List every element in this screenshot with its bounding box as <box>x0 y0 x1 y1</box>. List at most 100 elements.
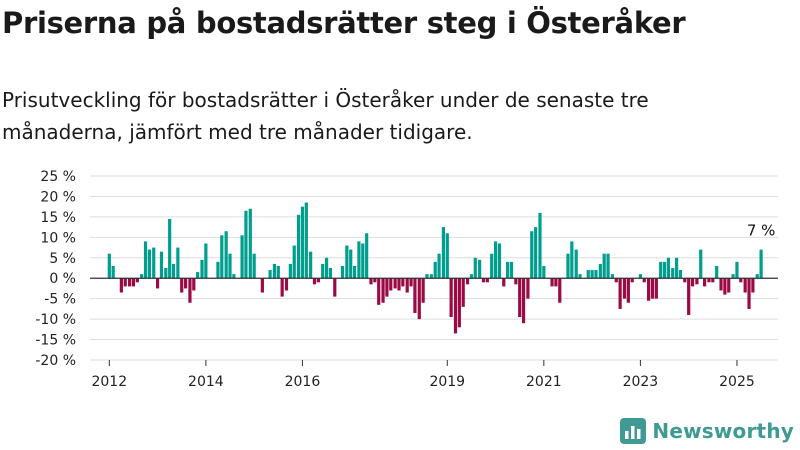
bar <box>574 249 578 279</box>
bar <box>127 278 132 287</box>
bar <box>659 261 663 279</box>
bar <box>578 274 582 279</box>
bar <box>695 278 699 285</box>
bar <box>220 235 224 279</box>
bar <box>244 210 248 279</box>
bar <box>164 268 168 279</box>
bar <box>478 259 482 279</box>
bar <box>606 253 610 279</box>
bar <box>502 278 506 287</box>
bar <box>647 278 651 301</box>
bar <box>671 268 675 279</box>
bar <box>224 231 228 279</box>
bar <box>715 265 719 279</box>
bar <box>618 278 622 309</box>
page-subtitle: Prisutveckling för bostadsrätter i Öster… <box>2 88 649 144</box>
bar <box>526 278 530 299</box>
bar <box>590 270 594 279</box>
price-change-chart: 25 % 20 % 15 % 10 % 5 % 0 % -5 % -10 % -15 % -20 … <box>35 169 778 390</box>
bar <box>473 257 477 279</box>
bar <box>534 227 538 279</box>
bar <box>586 270 590 279</box>
bar <box>135 278 139 283</box>
bar <box>171 263 176 279</box>
y-axis: 25 % 20 % 15 % 10 % 5 % 0 % -5 % -10 % -15 % -20 … <box>35 169 76 369</box>
latest-value-label: 7 % <box>747 222 776 240</box>
bar <box>280 278 284 297</box>
bar <box>321 263 325 279</box>
bar <box>123 278 127 287</box>
bar <box>626 278 630 303</box>
bar <box>719 278 723 291</box>
bar <box>506 261 510 279</box>
bar <box>678 270 683 279</box>
newsworthy-logo: Newsworthy <box>620 418 794 444</box>
bar <box>638 274 642 279</box>
x-tick-label: 2021 <box>526 374 562 390</box>
bar <box>296 214 301 279</box>
bar <box>755 274 759 279</box>
bar <box>228 253 232 279</box>
bar <box>594 270 598 279</box>
bar <box>453 278 458 334</box>
bar <box>751 278 755 293</box>
bar <box>550 278 554 287</box>
y-tick-label: -5 % <box>44 292 76 308</box>
bar <box>393 278 397 289</box>
bar <box>184 278 188 289</box>
bar <box>309 251 313 279</box>
bar <box>441 227 446 279</box>
x-tick-label: 2016 <box>285 374 321 390</box>
bar <box>349 249 353 279</box>
newsworthy-logo-icon <box>620 418 647 444</box>
bar <box>654 278 658 299</box>
bar <box>690 278 695 287</box>
bar <box>369 278 373 285</box>
brand-name: Newsworthy <box>652 419 794 443</box>
bar <box>566 253 570 279</box>
bar <box>159 251 164 279</box>
bar <box>425 274 429 279</box>
y-tick-label: 5 % <box>49 251 76 267</box>
bar <box>675 257 679 279</box>
bar <box>405 278 409 293</box>
bar <box>417 278 421 320</box>
bar <box>232 274 236 279</box>
bar <box>542 265 546 279</box>
bar <box>622 278 627 299</box>
bar <box>192 278 196 291</box>
bar <box>340 265 345 279</box>
bar <box>324 257 329 279</box>
bar <box>711 278 715 283</box>
bar <box>381 278 385 303</box>
bar <box>558 278 562 303</box>
bar <box>397 278 401 291</box>
bar <box>276 265 280 279</box>
bar <box>413 278 417 313</box>
bar <box>707 278 711 283</box>
bar <box>385 278 389 297</box>
bar <box>497 243 502 279</box>
bar <box>699 249 703 279</box>
bar <box>449 278 453 318</box>
bar <box>521 278 526 324</box>
bar <box>703 278 707 287</box>
bar <box>666 257 670 279</box>
bar <box>200 259 204 279</box>
bar <box>292 245 296 279</box>
bar <box>723 278 727 295</box>
bar <box>485 278 489 283</box>
bar <box>352 265 357 279</box>
bar <box>357 241 361 279</box>
bar <box>630 278 634 283</box>
bar <box>739 278 743 283</box>
bar <box>260 278 264 293</box>
bars <box>107 202 763 334</box>
bar <box>119 278 123 293</box>
bar <box>461 278 465 307</box>
x-axis: 2012 2014 2016 2019 2021 2023 2025 <box>91 360 755 390</box>
bar <box>304 202 308 279</box>
bar <box>687 278 691 316</box>
bar <box>747 278 751 309</box>
bar <box>429 274 433 279</box>
